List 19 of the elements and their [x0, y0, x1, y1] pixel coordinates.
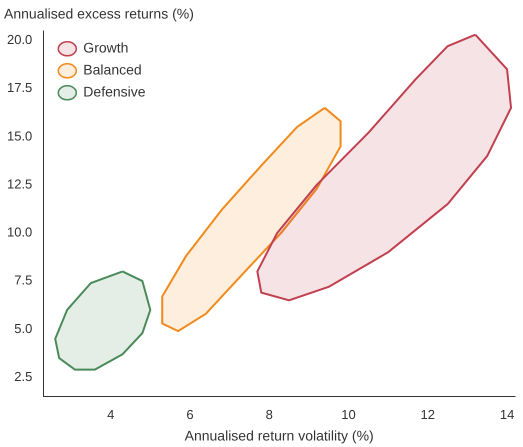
x-tick-label: 6 — [186, 406, 194, 422]
x-tick-label: 8 — [266, 406, 273, 422]
y-tick-label: 10.0 — [6, 224, 32, 240]
legend-label: Balanced — [83, 62, 142, 78]
x-tick-label: 14 — [500, 406, 514, 422]
x-tick-label: 10 — [341, 406, 356, 422]
y-tick-label: 20.0 — [6, 32, 32, 48]
y-tick-label: 12.5 — [6, 176, 32, 192]
y-tick-label: 2.5 — [14, 368, 32, 384]
y-tick-label: 15.0 — [6, 128, 32, 144]
legend-label: Growth — [83, 40, 128, 56]
y-tick-label: 17.5 — [6, 80, 32, 96]
x-tick-label: 4 — [107, 406, 114, 422]
y-tick-label: 5.0 — [14, 320, 32, 336]
legend-label: Defensive — [83, 84, 146, 100]
y-tick-label: 7.5 — [14, 272, 32, 288]
x-tick-label: 12 — [420, 406, 436, 422]
y-axis-title: Annualised excess returns (%) — [4, 5, 194, 22]
x-axis-title: Annualised return volatility (%) — [184, 427, 374, 444]
